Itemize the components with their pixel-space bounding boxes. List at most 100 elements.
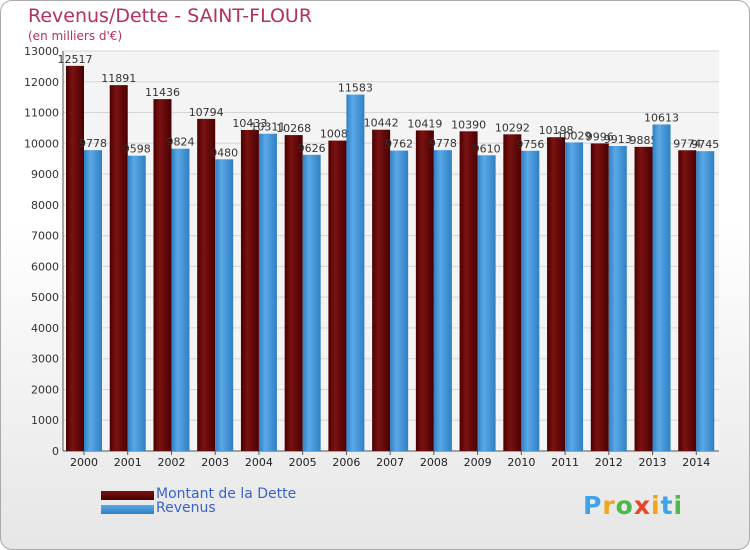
logo-letter: P: [583, 491, 603, 520]
data-label-revenue: 9824: [166, 136, 194, 149]
x-tick-label: 2007: [376, 456, 404, 469]
x-tick-label: 2000: [70, 456, 98, 469]
chart-title: Revenus/Dette - SAINT-FLOUR: [28, 5, 313, 27]
y-tick-label: 8000: [31, 199, 59, 212]
x-tick-label: 2004: [245, 456, 273, 469]
legend-label-debt: Montant de la Dette: [156, 486, 297, 502]
data-label-revenue: 9610: [473, 142, 501, 155]
data-label-debt: 9996: [586, 130, 614, 143]
data-label-debt: 10268: [276, 122, 311, 135]
data-label-revenue: 10029: [557, 129, 592, 142]
data-label-revenue: 9626: [298, 142, 326, 155]
data-label-debt: 10419: [407, 117, 442, 130]
x-tick-label: 2010: [507, 456, 535, 469]
y-tick-label: 5000: [31, 291, 59, 304]
logo-letter: r: [602, 491, 616, 520]
x-tick-label: 2008: [420, 456, 448, 469]
data-label-revenue: 9778: [79, 137, 107, 150]
chart-subtitle: (en milliers d'€): [28, 29, 123, 43]
legend-swatch-revenue: [101, 505, 154, 514]
bar-revenue: [652, 124, 671, 451]
logo-letter: i: [673, 491, 684, 520]
bar-debt: [153, 99, 172, 451]
bar-debt: [197, 118, 216, 451]
legend-label-revenue: Revenus: [156, 500, 216, 516]
data-label-debt: 9774: [673, 137, 701, 150]
bar-revenue: [346, 94, 365, 451]
y-tick-label: 1000: [31, 414, 59, 427]
bar-debt: [284, 135, 303, 452]
bar-revenue: [608, 145, 627, 451]
y-tick-label: 12000: [24, 76, 59, 89]
x-tick-label: 2001: [114, 456, 142, 469]
data-label-debt: 10390: [451, 118, 486, 131]
data-label-debt: 11436: [145, 86, 180, 99]
bar-revenue: [433, 150, 452, 451]
y-tick-label: 7000: [31, 230, 59, 243]
bar-debt: [590, 143, 609, 451]
y-tick-label: 2000: [31, 383, 59, 396]
x-tick-label: 2003: [201, 456, 229, 469]
bar-revenue: [171, 148, 190, 451]
bar-debt: [503, 134, 522, 452]
data-label-revenue: 9756: [516, 138, 544, 151]
data-label-debt: 10442: [364, 117, 399, 130]
bar-debt: [240, 129, 259, 451]
data-label-revenue: 10613: [644, 111, 679, 124]
data-label-debt: 9885: [630, 134, 658, 147]
data-label-revenue: 11583: [338, 82, 373, 95]
legend-swatch-debt: [101, 491, 154, 500]
data-label-debt: 12517: [58, 53, 93, 66]
y-tick-label: 11000: [24, 107, 59, 120]
x-tick-label: 2002: [157, 456, 185, 469]
bar-revenue: [565, 142, 584, 451]
data-label-revenue: 10311: [250, 121, 285, 134]
y-tick-label: 6000: [31, 260, 59, 273]
logo-letter: o: [615, 491, 634, 520]
bar-debt: [372, 129, 391, 451]
bar-revenue: [84, 150, 102, 451]
data-label-debt: 11891: [101, 72, 136, 85]
data-label-revenue: 9598: [123, 143, 151, 156]
logo-letter: x: [633, 491, 651, 520]
data-label-revenue: 9745: [691, 138, 719, 151]
bar-debt: [678, 150, 697, 451]
y-tick-label: 3000: [31, 353, 59, 366]
data-label-debt: 10433: [232, 117, 267, 130]
proxiti-logo: Proxiti: [583, 491, 683, 520]
x-tick-label: 2006: [332, 456, 360, 469]
bar-revenue: [696, 151, 715, 451]
data-label-debt: 10088: [320, 128, 355, 141]
bar-revenue: [477, 155, 496, 452]
logo-letter: i: [651, 491, 661, 520]
data-label-debt: 10292: [495, 121, 530, 134]
y-tick-label: 9000: [31, 168, 59, 181]
data-label-revenue: 9778: [429, 137, 457, 150]
bar-revenue: [127, 155, 146, 451]
x-tick-label: 2009: [464, 456, 492, 469]
data-label-debt: 10794: [189, 106, 224, 119]
x-tick-label: 2012: [595, 456, 623, 469]
data-label-revenue: 9913: [604, 133, 632, 146]
y-tick-label: 0: [52, 445, 59, 458]
data-label-revenue: 9762: [385, 138, 413, 151]
data-label-debt: 10198: [539, 124, 574, 137]
x-tick-label: 2011: [551, 456, 579, 469]
x-tick-label: 2013: [639, 456, 667, 469]
data-label-revenue: 9480: [210, 146, 238, 159]
bar-debt: [328, 140, 347, 451]
bar-debt: [66, 65, 84, 451]
bar-debt: [415, 130, 434, 451]
y-tick-label: 10000: [24, 137, 59, 150]
bar-revenue: [258, 133, 277, 451]
logo-letter: t: [660, 491, 674, 520]
y-tick-label: 4000: [31, 322, 59, 335]
bar-debt: [109, 85, 128, 451]
y-tick-label: 13000: [24, 45, 59, 58]
bar-debt: [634, 146, 653, 451]
bar-revenue: [390, 150, 409, 451]
bar-revenue: [215, 159, 234, 452]
bar-debt: [459, 131, 478, 452]
